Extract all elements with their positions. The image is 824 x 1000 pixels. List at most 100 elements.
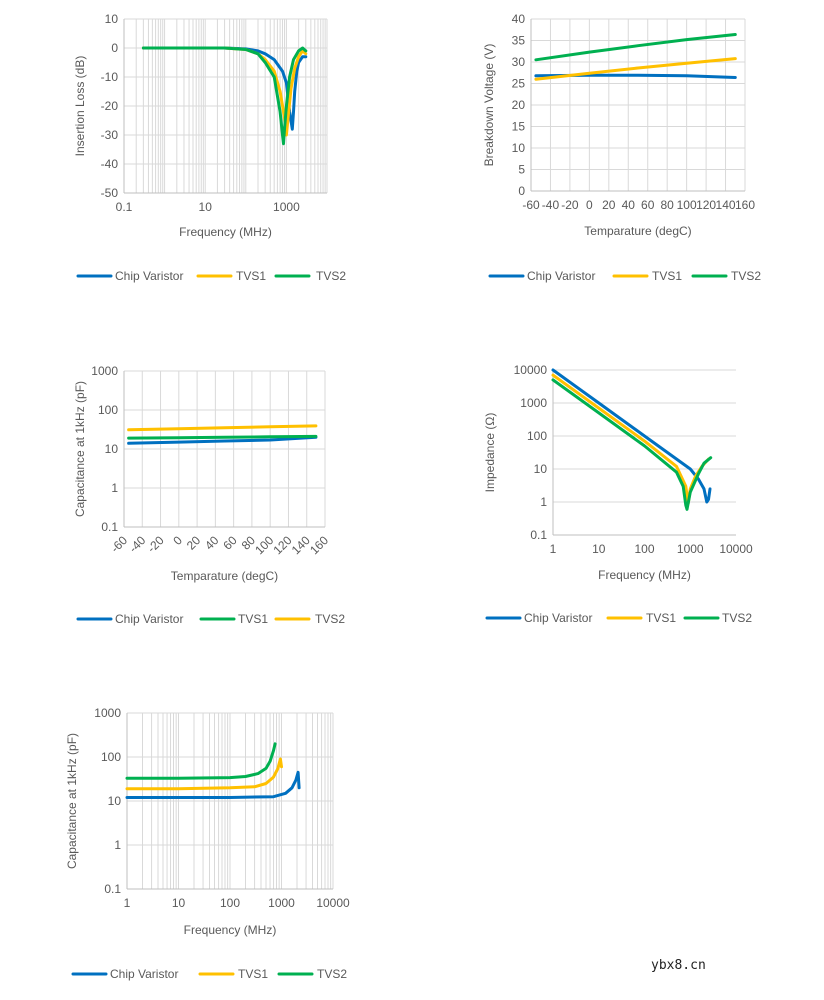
watermark: ybx8.cn	[651, 958, 706, 973]
y-axis-title: Capacitance at 1kHz (pF)	[65, 733, 79, 869]
y-tick-label: 0	[111, 41, 118, 55]
x-tick-label: 60	[220, 533, 240, 553]
series-line-chip-varistor	[125, 770, 301, 799]
y-tick-label: 100	[101, 750, 121, 764]
legend-label: Chip Varistor	[527, 269, 595, 283]
y-tick-label: 0.1	[101, 520, 118, 534]
y-tick-label: 1	[111, 481, 118, 495]
series-line-tvs2	[141, 46, 308, 146]
legend-label: TVS1	[646, 611, 676, 625]
series-line-tvs2	[551, 378, 713, 511]
y-tick-label: 10	[105, 12, 119, 26]
series-line-tvs2	[125, 742, 277, 780]
legend-label: TVS2	[315, 612, 345, 626]
x-tick-label: -60	[522, 198, 540, 212]
x-tick-label: 1000	[273, 200, 300, 214]
x-tick-label: 1000	[677, 542, 704, 556]
y-tick-label: 10	[105, 442, 119, 456]
y-tick-label: -10	[101, 70, 119, 84]
y-tick-label: 100	[98, 403, 118, 417]
y-tick-label: 10	[108, 794, 122, 808]
x-tick-label: 20	[602, 198, 616, 212]
y-tick-label: -50	[101, 186, 119, 200]
y-axis-title: Breakdown Voltage (V)	[482, 44, 496, 167]
legend-label: Chip Varistor	[115, 269, 183, 283]
y-tick-label: 10	[512, 141, 526, 155]
x-tick-label: 160	[307, 533, 331, 557]
y-tick-label: -30	[101, 128, 119, 142]
x-tick-label: 80	[661, 198, 675, 212]
x-tick-label: 160	[735, 198, 755, 212]
y-axis-title: Insertion Loss (dB)	[73, 56, 87, 157]
x-tick-label: 1000	[268, 896, 295, 910]
x-tick-label: 10	[592, 542, 606, 556]
y-tick-label: 10	[534, 462, 548, 476]
legend-label: Chip Varistor	[524, 611, 592, 625]
x-axis-title: Frequency (MHz)	[179, 225, 272, 239]
x-tick-label: 1	[124, 896, 131, 910]
series-line-tvs1	[534, 57, 737, 81]
y-tick-label: 1000	[520, 396, 547, 410]
x-axis-title: Frequency (MHz)	[184, 923, 277, 937]
x-tick-label: -20	[145, 533, 167, 555]
series-line-chip-varistor	[551, 368, 712, 504]
x-tick-label: 1	[550, 542, 557, 556]
x-tick-label: 100	[677, 198, 697, 212]
x-tick-label: 10000	[316, 896, 350, 910]
legend-label: TVS1	[236, 269, 266, 283]
x-tick-label: 10	[199, 200, 213, 214]
x-axis-title: Temparature (degC)	[171, 569, 278, 583]
y-tick-label: 35	[512, 34, 526, 48]
series-line-tvs1	[125, 757, 283, 791]
y-tick-label: 1000	[94, 706, 121, 720]
y-tick-label: -40	[101, 157, 119, 171]
y-tick-label: 20	[512, 98, 526, 112]
x-tick-label: 0	[170, 533, 185, 548]
x-axis-title: Temparature (degC)	[584, 224, 691, 238]
y-tick-label: 25	[512, 77, 526, 91]
y-axis-title: Impedance (Ω)	[483, 413, 497, 493]
y-tick-label: 30	[512, 55, 526, 69]
y-tick-label: 0.1	[530, 528, 547, 542]
x-tick-label: 40	[202, 533, 222, 553]
x-tick-label: 100	[634, 542, 654, 556]
y-axis-title: Capacitance at 1kHz (pF)	[73, 381, 87, 517]
x-tick-label: 0	[586, 198, 593, 212]
legend-label: TVS2	[722, 611, 752, 625]
y-tick-label: 10000	[514, 363, 548, 377]
series-line-tvs2	[534, 33, 737, 62]
series-line-tvs1	[127, 434, 318, 440]
x-tick-label: 20	[184, 533, 204, 553]
series-line-chip-varistor	[127, 435, 318, 445]
legend-label: TVS1	[652, 269, 682, 283]
x-tick-label: 10000	[719, 542, 753, 556]
series-line-tvs2	[127, 424, 318, 432]
x-tick-label: -20	[561, 198, 579, 212]
x-axis-title: Frequency (MHz)	[598, 568, 691, 582]
x-tick-label: -40	[542, 198, 560, 212]
x-tick-label: 60	[641, 198, 655, 212]
series-line-tvs1	[551, 373, 710, 505]
x-tick-label: 40	[622, 198, 636, 212]
legend-label: TVS2	[316, 269, 346, 283]
x-tick-label: 0.1	[116, 200, 133, 214]
legend-label: Chip Varistor	[115, 612, 183, 626]
y-tick-label: 40	[512, 12, 526, 26]
y-tick-label: 0	[518, 184, 525, 198]
legend-label: TVS2	[731, 269, 761, 283]
x-tick-label: 120	[696, 198, 716, 212]
legend-label: Chip Varistor	[110, 967, 178, 981]
x-tick-label: 100	[220, 896, 240, 910]
y-tick-label: 1000	[91, 364, 118, 378]
y-tick-label: 1	[540, 495, 547, 509]
legend-label: TVS1	[238, 967, 268, 981]
legend-label: TVS1	[238, 612, 268, 626]
x-tick-label: 140	[716, 198, 736, 212]
y-tick-label: 15	[512, 120, 526, 134]
